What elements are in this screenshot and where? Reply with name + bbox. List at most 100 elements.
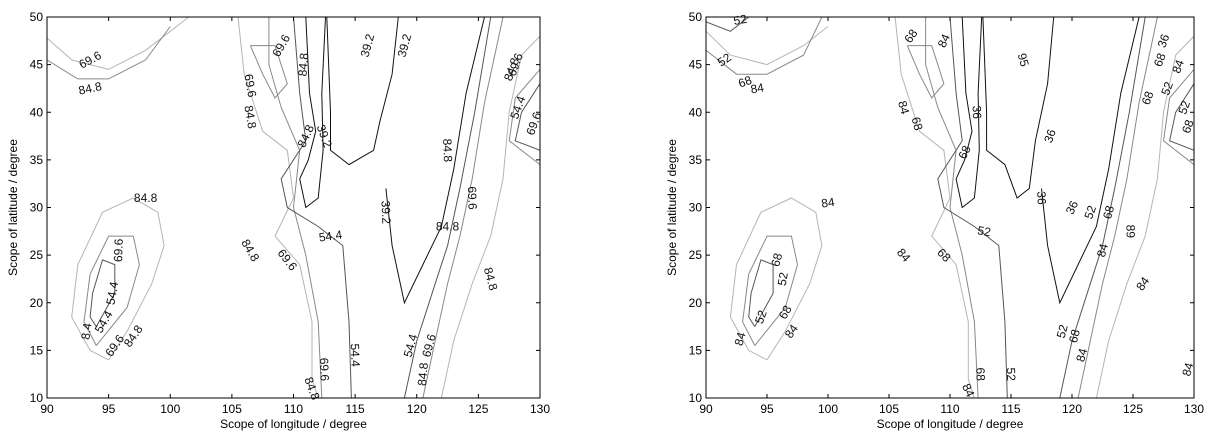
contour-line-54.4 bbox=[280, 17, 352, 398]
x-tick-label: 120 bbox=[407, 402, 427, 416]
contour-panel-1: 69.6 84.8 69.6 69.6 84.8 84.8 39.2 39.2 84.8 39.2… bbox=[6, 10, 550, 431]
x-tick-label: 120 bbox=[1062, 402, 1082, 416]
contour-label: 84.8 bbox=[415, 362, 431, 387]
contour-label: 68 bbox=[1151, 51, 1169, 69]
x-tick-label: 100 bbox=[160, 402, 180, 416]
contour-label: 36 bbox=[1155, 32, 1173, 50]
contour-label: 84 bbox=[749, 80, 765, 96]
y-tick-label: 40 bbox=[689, 105, 703, 119]
contour-line-68 bbox=[1162, 69, 1194, 165]
contour-lines bbox=[706, 17, 1194, 398]
contour-label: 68 bbox=[768, 251, 785, 268]
contour-label: 84.8 bbox=[436, 220, 460, 234]
x-tick-label: 105 bbox=[222, 402, 242, 416]
contour-line-36 bbox=[955, 17, 983, 209]
contour-line-52 bbox=[1169, 83, 1194, 151]
contour-label: 52 bbox=[752, 308, 770, 326]
x-tick-label: 130 bbox=[530, 402, 550, 416]
contour-label: 84 bbox=[1094, 242, 1111, 259]
x-tick-label: 90 bbox=[40, 402, 54, 416]
contour-line-84 bbox=[729, 197, 823, 361]
x-axis-label: Scope of longitude / degree bbox=[877, 417, 1024, 431]
x-tick-label: 100 bbox=[818, 402, 838, 416]
contour-line-69.6 bbox=[249, 45, 288, 99]
contour-label: 84 bbox=[1169, 58, 1187, 76]
contour-label: 89 bbox=[1123, 224, 1137, 238]
contour-label: 84.8 bbox=[440, 138, 455, 162]
y-tick-label: 15 bbox=[30, 343, 44, 357]
contour-label: 68 bbox=[1066, 328, 1083, 345]
contour-line-69.6 bbox=[47, 26, 171, 80]
contour-lines bbox=[47, 17, 540, 398]
x-tick-label: 115 bbox=[1001, 402, 1020, 416]
y-tick-label: 50 bbox=[689, 10, 703, 24]
y-tick-label: 20 bbox=[30, 296, 44, 310]
contour-label: 68 bbox=[909, 115, 926, 132]
contour-line-84 bbox=[894, 17, 975, 398]
contour-line-84 bbox=[1095, 35, 1194, 398]
contour-label: 84 bbox=[820, 195, 835, 211]
contour-label: 68 bbox=[1179, 118, 1197, 136]
y-tick-label: 10 bbox=[689, 391, 703, 405]
contour-line-69.6 bbox=[268, 17, 323, 398]
contour-label: 68 bbox=[955, 143, 973, 161]
contour-label: 68 bbox=[736, 73, 754, 91]
contour-label: 84 bbox=[935, 32, 953, 50]
contour-label: 69.6 bbox=[317, 358, 332, 382]
contour-label: 84 bbox=[1179, 361, 1196, 378]
contour-label: 39.2 bbox=[395, 32, 415, 58]
contour-label: 52 bbox=[976, 223, 992, 239]
contour-line-84.8 bbox=[237, 17, 319, 398]
contour-label: 69.6 bbox=[465, 186, 480, 210]
contour-line-69.6 bbox=[422, 17, 504, 398]
x-tick-label: 90 bbox=[699, 402, 713, 416]
contour-line-52 bbox=[706, 17, 750, 32]
contour-label: 36 bbox=[1041, 127, 1059, 145]
contour-line-84.8 bbox=[440, 35, 540, 398]
contour-label: 84 bbox=[732, 330, 749, 347]
contour-label: 39.2 bbox=[358, 32, 378, 58]
y-axis-label: Scope of latitude / degree bbox=[665, 139, 679, 276]
contour-line-69.6 bbox=[83, 235, 140, 346]
x-tick-label: 110 bbox=[940, 402, 959, 416]
y-tick-label: 20 bbox=[689, 296, 703, 310]
contour-label: 54.4 bbox=[348, 343, 363, 367]
y-tick-label: 30 bbox=[689, 201, 703, 215]
y-tick-label: 45 bbox=[689, 58, 703, 72]
contour-line-52 bbox=[937, 17, 1008, 398]
y-axis: 10 15 20 25 30 35 40 45 50 Scope of latitude / de… bbox=[665, 10, 1194, 405]
contour-label: 54.4 bbox=[401, 332, 421, 358]
contour-label: 52 bbox=[732, 12, 748, 28]
contour-label: 95 bbox=[1015, 52, 1032, 69]
x-tick-label: 95 bbox=[760, 402, 774, 416]
contour-label: 68 bbox=[1100, 204, 1117, 221]
x-tick-label: 105 bbox=[879, 402, 899, 416]
contour-line-36 bbox=[982, 17, 1055, 199]
x-tick-label: 130 bbox=[1184, 402, 1204, 416]
contour-label: 36 bbox=[1063, 198, 1081, 216]
contour-line-39.2 bbox=[385, 17, 485, 305]
contour-line-39.2 bbox=[326, 17, 399, 166]
contour-line-39.2 bbox=[299, 17, 326, 209]
contour-line-68 bbox=[1077, 17, 1158, 398]
contour-label: 39.2 bbox=[379, 200, 394, 224]
y-axis-label: Scope of latitude / degree bbox=[6, 139, 20, 276]
x-tick-label: 125 bbox=[1123, 402, 1143, 416]
contour-label: 84.8 bbox=[134, 191, 158, 205]
contour-label: 68 bbox=[1139, 89, 1157, 107]
contour-label: 69.6 bbox=[419, 332, 439, 358]
contour-label: 36 bbox=[1034, 191, 1048, 205]
y-tick-label: 35 bbox=[689, 153, 703, 167]
contour-label: 68 bbox=[776, 303, 795, 322]
x-tick-label: 110 bbox=[284, 402, 303, 416]
contour-label: 84 bbox=[895, 99, 912, 116]
contour-label: 52 bbox=[1004, 367, 1018, 381]
contour-label: 84.8 bbox=[295, 52, 311, 77]
contour-line-84.8 bbox=[47, 17, 190, 70]
contour-line-54.4 bbox=[89, 259, 116, 327]
contour-label: 84 bbox=[1073, 347, 1090, 364]
contour-line-36 bbox=[1041, 17, 1140, 305]
contour-label: 52 bbox=[1175, 99, 1193, 117]
y-tick-label: 10 bbox=[30, 391, 44, 405]
